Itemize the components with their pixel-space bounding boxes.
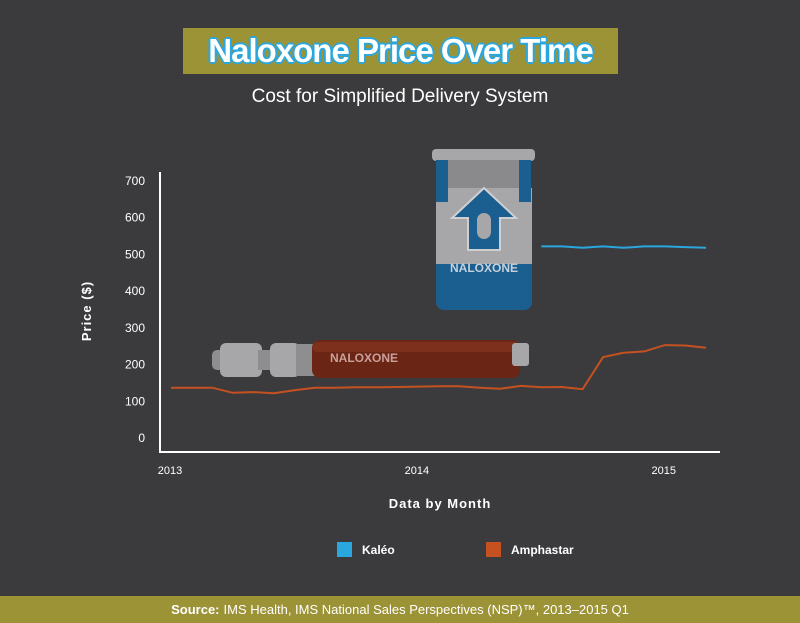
y-tick-label: 600	[125, 211, 145, 225]
y-tick-label: 500	[125, 247, 145, 261]
chart-svg: Price ($) Data by Month 0 100 200 300 400 500…	[79, 149, 720, 557]
legend-label-kaleo: Kaléo	[362, 543, 395, 557]
legend-swatch-amphastar	[486, 542, 501, 557]
source-footer: Source: IMS Health, IMS National Sales P…	[0, 596, 800, 623]
autoinjector-label: NALOXONE	[450, 261, 518, 275]
y-tick-labels: 0 100 200 300 400 500 600 700	[125, 174, 145, 445]
y-tick-label: 300	[125, 321, 145, 335]
x-tick-label: 2014	[405, 465, 429, 477]
y-axis-title: Price ($)	[79, 281, 94, 341]
source-text: IMS Health, IMS National Sales Perspecti…	[223, 602, 629, 617]
title-banner: Naloxone Price Over Time	[183, 28, 618, 74]
syringe-label: NALOXONE	[330, 351, 398, 365]
y-tick-label: 700	[125, 174, 145, 188]
y-tick-label: 200	[125, 358, 145, 372]
y-tick-label: 100	[125, 394, 145, 408]
kaleo-series-line	[541, 245, 707, 249]
y-tick-label: 0	[138, 431, 145, 445]
x-tick-label: 2015	[652, 465, 676, 477]
autoinjector-illustration: NALOXONE	[432, 149, 535, 310]
amphastar-series-line	[171, 344, 707, 395]
source-label: Source:	[171, 602, 220, 617]
legend-swatch-kaleo	[337, 542, 352, 557]
x-tick-labels: 2013 2014 2015	[158, 465, 676, 477]
syringe-illustration: NALOXONE	[212, 340, 529, 378]
x-axis-title: Data by Month	[389, 496, 492, 511]
y-tick-label: 400	[125, 284, 145, 298]
chart-subtitle: Cost for Simplified Delivery System	[251, 86, 549, 107]
x-tick-label: 2013	[158, 465, 182, 477]
chart-title: Naloxone Price Over Time	[208, 32, 593, 69]
legend-label-amphastar: Amphastar	[511, 543, 574, 557]
legend: Kaléo Amphastar	[337, 542, 574, 557]
